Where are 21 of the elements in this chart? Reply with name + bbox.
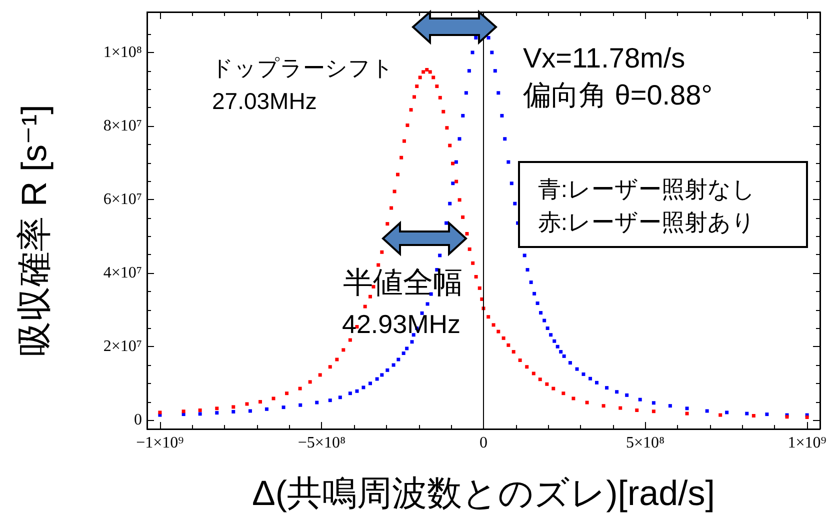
annotation: 青:レーザー照射なし: [538, 176, 756, 202]
annotation: 偏向角 θ=0.88°: [523, 80, 712, 110]
x-axis-title: Δ(共鳴周波数とのズレ)[rad/s]: [252, 474, 715, 513]
y-axis-title: 吸収確率 R [s⁻¹]: [15, 104, 54, 356]
y-tick-label: 4×10⁷: [103, 264, 142, 282]
y-tick-label: 0: [134, 412, 142, 429]
annotation: Vx=11.78m/s: [523, 42, 686, 74]
x-tick-label: 5×10⁸: [626, 434, 665, 452]
x-tick-label: 1×10⁹: [788, 434, 827, 452]
annotation: 半値全幅: [343, 266, 463, 300]
y-tick-label: 8×10⁷: [103, 117, 142, 134]
x-tick-label: −5×10⁸: [298, 434, 346, 452]
x-tick-label: −1×10⁹: [136, 434, 184, 452]
y-tick-label: 2×10⁷: [103, 338, 142, 356]
annotation: 27.03MHz: [212, 88, 317, 114]
y-tick-label: 6×10⁷: [103, 191, 142, 208]
annotation: 赤:レーザー照射あり: [538, 209, 756, 235]
annotation: 42.93MHz: [342, 309, 460, 339]
y-tick-label: 1×10⁸: [103, 44, 142, 61]
x-tick-label: 0: [480, 434, 488, 452]
annotation: ドップラーシフト: [211, 56, 394, 80]
